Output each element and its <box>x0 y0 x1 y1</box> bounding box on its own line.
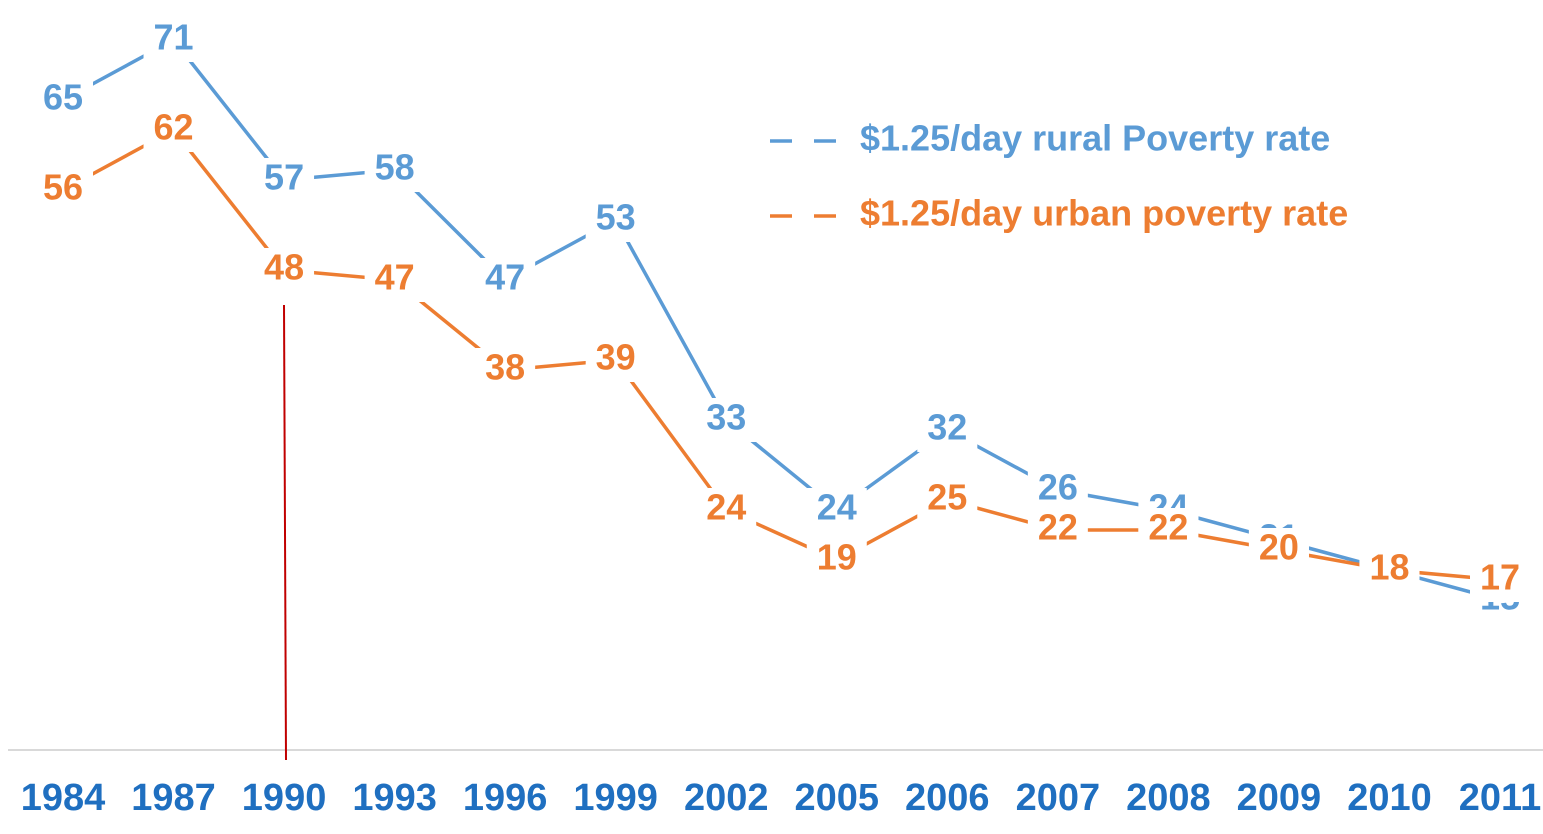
data-label: 58 <box>375 147 415 188</box>
data-label: 17 <box>1480 557 1520 598</box>
data-label: 57 <box>264 157 304 198</box>
x-tick-label: 2006 <box>905 777 990 819</box>
data-label: 26 <box>1038 467 1078 508</box>
x-tick-label: 1993 <box>352 777 437 819</box>
label-bg <box>1470 558 1530 602</box>
x-tick-label: 2005 <box>794 777 879 819</box>
x-tick-label: 1990 <box>242 777 327 819</box>
label-bg <box>475 258 536 302</box>
data-label: 53 <box>596 197 636 238</box>
data-labels: 6571575847533324322624211815566248473839… <box>33 17 1530 622</box>
data-label: 19 <box>817 537 857 578</box>
label-bg <box>1248 528 1309 572</box>
x-tick-label: 1999 <box>573 777 658 819</box>
x-tick-label: 2008 <box>1126 777 1211 819</box>
marker-line <box>283 304 287 761</box>
label-bg <box>33 78 93 122</box>
data-label: 56 <box>43 167 83 208</box>
label-bg <box>696 488 757 532</box>
label-bg <box>254 158 315 202</box>
data-label: 22 <box>1038 507 1078 548</box>
x-tick-label: 1987 <box>131 777 216 819</box>
label-bg <box>1138 508 1199 552</box>
label-bg <box>364 148 425 192</box>
label-bg <box>585 198 646 242</box>
legend-label: $1.25/day urban poverty rate <box>860 193 1348 234</box>
label-bg <box>254 248 315 292</box>
label-bg <box>475 348 536 392</box>
data-label: 33 <box>706 397 746 438</box>
data-label: 20 <box>1259 527 1299 568</box>
label-bg <box>143 108 204 152</box>
x-tick-label: 2011 <box>1459 777 1541 819</box>
data-label: 24 <box>706 487 746 528</box>
data-label: 22 <box>1148 507 1188 548</box>
x-tick-label: 2002 <box>684 777 769 819</box>
data-label: 48 <box>264 247 304 288</box>
label-bg <box>364 258 425 302</box>
x-tick-label: 2007 <box>1016 777 1101 819</box>
label-bg <box>806 538 867 582</box>
legend-label: $1.25/day rural Poverty rate <box>860 118 1330 159</box>
legend: $1.25/day rural Poverty rate $1.25/day ur… <box>770 118 1348 234</box>
data-label: 65 <box>43 77 83 118</box>
data-label: 47 <box>485 257 525 298</box>
data-label: 39 <box>596 337 636 378</box>
label-bg <box>696 398 757 442</box>
data-label: 38 <box>485 347 525 388</box>
x-tick-label: 1996 <box>463 777 548 819</box>
label-bg <box>1027 508 1088 552</box>
label-bg <box>585 338 646 382</box>
data-label: 62 <box>154 107 194 148</box>
data-label: 25 <box>927 477 967 518</box>
label-bg <box>33 168 93 212</box>
x-tick-label: 1984 <box>21 777 106 819</box>
label-bg <box>143 18 204 62</box>
label-bg <box>917 478 978 522</box>
label-bg <box>806 488 867 532</box>
x-tick-label: 2010 <box>1347 777 1432 819</box>
data-label: 32 <box>927 407 967 448</box>
label-bg <box>1359 548 1420 592</box>
data-label: 47 <box>375 257 415 298</box>
label-bg <box>1027 468 1088 512</box>
label-bg <box>917 408 978 452</box>
data-label: 71 <box>154 17 194 58</box>
data-label: 18 <box>1369 547 1409 588</box>
data-label: 24 <box>817 487 857 528</box>
x-tick-label: 2009 <box>1237 777 1322 819</box>
